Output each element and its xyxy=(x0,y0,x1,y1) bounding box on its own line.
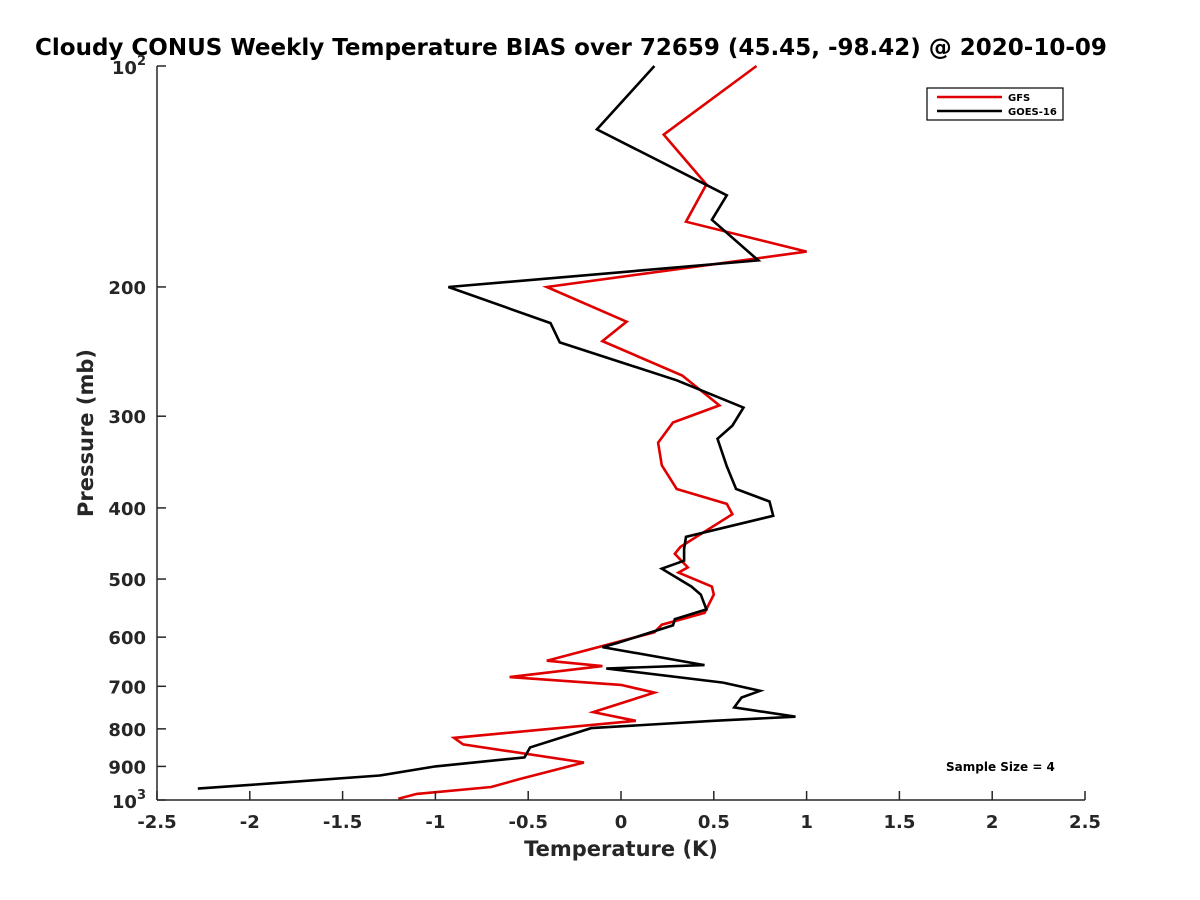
y-tick-label: 300 xyxy=(108,407,146,428)
plot-lines xyxy=(197,64,807,800)
x-tick-label: -0.5 xyxy=(509,812,548,833)
y-axis-label: Pressure (mb) xyxy=(74,349,98,517)
x-tick-label: 1.5 xyxy=(883,812,915,833)
x-tick-label: -1 xyxy=(425,812,445,833)
sample-size-annotation: Sample Size = 4 xyxy=(946,760,1055,774)
y-tick-label: 800 xyxy=(108,720,146,741)
y-tick-label: 600 xyxy=(108,628,146,649)
legend-box xyxy=(926,87,1064,121)
chart-title: Cloudy CONUS Weekly Temperature BIAS ove… xyxy=(35,35,1107,61)
y-tick-label: 400 xyxy=(108,499,146,520)
x-tick-label: -1.5 xyxy=(323,812,362,833)
x-axis-label: Temperature (K) xyxy=(524,837,718,861)
x-tick-label: 0.5 xyxy=(698,812,730,833)
x-ticks: -2.5 -2 -1.5 -1 -0.5 0 0.5 1 1.5 2 2.5 xyxy=(137,791,1101,833)
y-tick-label: 700 xyxy=(108,677,146,698)
y-tick-label: 500 xyxy=(108,570,146,591)
y-tick-label: 102 xyxy=(112,54,146,79)
y-tick-label: 900 xyxy=(108,757,146,778)
y-tick-label: 200 xyxy=(108,278,146,299)
x-tick-label: -2 xyxy=(240,812,260,833)
legend-label: GOES-16 xyxy=(1008,107,1057,118)
x-tick-label: -2.5 xyxy=(137,812,176,833)
y-tick-label: 103 xyxy=(112,788,146,813)
y-ticks: 102 200 300 400 500 600 700 800 900 103 xyxy=(108,54,166,813)
x-tick-label: 2.5 xyxy=(1069,812,1101,833)
legend: GFS GOES-16 xyxy=(926,87,1064,121)
x-tick-label: 2 xyxy=(986,812,999,833)
x-tick-label: 0 xyxy=(615,812,628,833)
x-tick-label: 1 xyxy=(800,812,813,833)
series-line-gfs xyxy=(397,64,807,800)
series-line-goes-16 xyxy=(197,65,796,790)
legend-label: GFS xyxy=(1008,93,1030,104)
axes xyxy=(156,66,1085,801)
